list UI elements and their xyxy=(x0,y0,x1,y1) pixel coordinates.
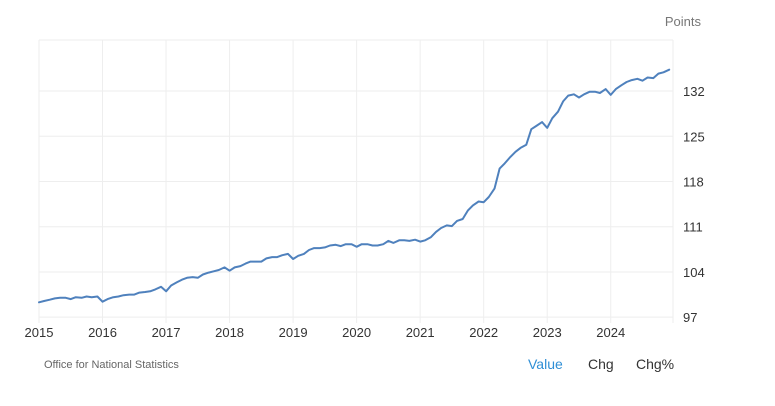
y-axis: 97 104 111 118 125 132 xyxy=(683,84,705,325)
x-tick-label: 2021 xyxy=(406,325,435,340)
x-tick-label: 2020 xyxy=(342,325,371,340)
tab-chg-percent[interactable]: Chg% xyxy=(636,356,675,372)
x-tick-label: 2024 xyxy=(596,325,625,340)
tab-chg[interactable]: Chg xyxy=(588,356,614,372)
y-axis-unit-label: Points xyxy=(664,14,701,29)
source-label: Office for National Statistics xyxy=(44,359,179,371)
x-tick-label: 2019 xyxy=(279,325,308,340)
x-tick-label: 2017 xyxy=(152,325,181,340)
x-tick-label: 2022 xyxy=(469,325,498,340)
y-tick-label: 104 xyxy=(683,265,705,280)
y-tick-label: 125 xyxy=(683,129,705,144)
y-tick-label: 132 xyxy=(683,84,705,99)
x-tick-label: 2023 xyxy=(533,325,562,340)
x-tick-label: 2018 xyxy=(215,325,244,340)
x-tick-label: 2016 xyxy=(88,325,117,340)
y-tick-label: 97 xyxy=(683,310,697,325)
tab-value[interactable]: Value xyxy=(528,356,563,372)
y-tick-label: 118 xyxy=(683,175,704,190)
series-line xyxy=(38,68,671,304)
x-tick-label: 2015 xyxy=(25,325,54,340)
view-tabs: Value Chg Chg% xyxy=(520,356,690,376)
grid-lines xyxy=(38,39,674,323)
x-axis: 2015 2016 2017 2018 2019 2020 2021 2022 2023 2024 xyxy=(25,325,626,340)
y-tick-label: 111 xyxy=(683,220,703,235)
